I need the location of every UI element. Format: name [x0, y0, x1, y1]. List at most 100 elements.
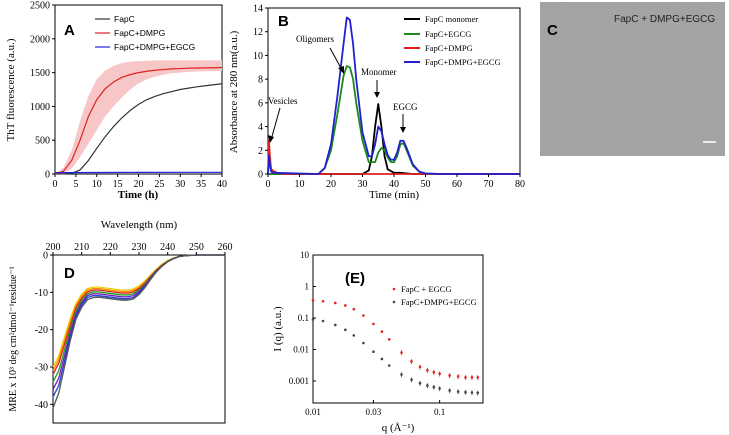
panel-e-point-fapc-egcg	[464, 376, 467, 379]
panel-a-series-fapc	[54, 83, 223, 175]
panel-b-ytick-label-4: 4	[258, 122, 263, 133]
panel-a-series-fapc-dmpg	[54, 66, 223, 175]
panel-a-xlabel: Time (h)	[118, 189, 159, 201]
panel-d-series-c4	[52, 254, 225, 383]
panel-a-xtick-label-30: 30	[175, 179, 185, 190]
panel-b-ytick-label-10: 10	[253, 51, 263, 62]
panel-b-xtick-label-50: 50	[421, 179, 431, 190]
panel-d-xlabel: Wavelength (nm)	[101, 219, 178, 231]
panel-e-point-fapc-egcg	[410, 360, 413, 363]
panel-a-xtick-label-10: 10	[92, 179, 102, 190]
panel-a-letter: A	[64, 22, 75, 39]
panel-b-xtick-label-30: 30	[358, 179, 368, 190]
panel-b-ytick-label-12: 12	[253, 27, 263, 38]
panel-b-xtick-label-20: 20	[326, 179, 336, 190]
panel-e-point-fapc-dmpg-egcg	[438, 387, 441, 390]
panel-a-band-layer	[55, 60, 222, 174]
panel-d-ytick-label--30: -30	[35, 363, 48, 374]
panel-e-point-fapc-egcg	[344, 304, 347, 307]
panel-b-xtick-label-40: 40	[389, 179, 399, 190]
panel-a-legend: FapC FapC+DMPG FapC+DMPG+EGCG	[95, 14, 195, 52]
panel-b-frame	[267, 7, 521, 175]
panel-e: 0.01 0.03 0.1 10 1 0.1 0.01 0.001 (E) FapC + EG…	[272, 250, 484, 434]
annot-monomer: Monomer	[361, 67, 397, 77]
panel-e-point-fapc-dmpg-egcg	[344, 328, 347, 332]
panel-e-point-fapc-egcg	[321, 299, 325, 303]
panel-e-point-fapc-dmpg-egcg	[380, 357, 384, 361]
panel-e-point-fapc-dmpg-egcg	[333, 323, 337, 327]
panel-d-ytick-label-0: 0	[43, 251, 48, 262]
panel-d-ylabel: MRE x 10³ deg cm²dmol⁻¹residue⁻¹	[8, 266, 19, 411]
annot-egcg: EGCG	[393, 102, 418, 112]
panel-e-point-fapc-dmpg-egcg	[311, 318, 315, 321]
legend-e-fapc-dmpg-egcg: FapC+DMPG+EGCG	[401, 297, 477, 307]
panel-b-letter: B	[278, 13, 289, 30]
annot-oligomers: Oligomers	[296, 34, 334, 44]
panel-d-xtick-label-250: 250	[189, 242, 204, 253]
panel-b-series-layer	[267, 16, 520, 175]
panel-d: 200 210 220 230 240 250 260 0 -10 -20 -30 -40 D Wav…	[8, 219, 233, 424]
panel-a-series-layer	[54, 66, 223, 175]
panel-a-ytick-label-1500: 1500	[30, 68, 50, 79]
panel-a-ytick-label-1000: 1000	[30, 102, 50, 113]
panel-e-point-fapc-egcg	[333, 301, 337, 305]
panel-e-point-fapc-egcg	[426, 368, 429, 372]
panel-e-point-fapc-egcg	[372, 322, 375, 326]
panel-d-frame	[52, 254, 226, 424]
panel-d-xtick-label-230: 230	[132, 242, 147, 253]
panel-b-series-fapc-egcg	[268, 65, 520, 175]
panel-c: C FapC + DMPG+EGCG	[540, 2, 725, 156]
panel-b-xtick-label-70: 70	[484, 179, 494, 190]
panel-e-point-fapc-dmpg-egcg	[426, 384, 429, 387]
panel-a-xtick-label-40: 40	[217, 179, 227, 190]
panel-b-tick-layer: 0 10 20 30 40 50 60 70 80 0 2 4 6 8 10 12 14	[253, 4, 525, 191]
panel-e-ytick-label-1: 1	[305, 281, 310, 291]
panel-e-point-fapc-egcg	[438, 372, 441, 376]
panel-e-point-fapc-egcg	[380, 330, 384, 333]
panel-e-point-fapc-egcg	[456, 375, 460, 378]
panel-e-ytick-label-0-01: 0.01	[293, 344, 309, 354]
legend-b-fapc-egcg: FapC+EGCG	[425, 29, 471, 39]
panel-e-point-fapc-dmpg-egcg	[372, 350, 375, 354]
panel-d-letter: D	[64, 265, 75, 282]
panel-b-ytick-label-2: 2	[258, 146, 263, 157]
panel-e-series-fapc-egcg	[311, 299, 480, 381]
panel-b-xlabel: Time (min)	[369, 189, 419, 201]
panel-e-point-fapc-egcg	[476, 376, 480, 379]
panel-e-point-fapc-dmpg-egcg	[470, 391, 474, 394]
legend-e-fapc-egcg: FapC + EGCG	[401, 284, 452, 294]
legend-b-fapc-dmpg-egcg: FapC+DMPG+EGCG	[425, 57, 501, 67]
panel-e-point-fapc-dmpg-egcg	[362, 341, 365, 345]
panel-b-ytick-label-8: 8	[258, 75, 263, 86]
panel-e-point-fapc-egcg	[470, 376, 474, 379]
panel-b-xtick-label-0: 0	[266, 179, 271, 190]
panel-a-ytick-label-2000: 2000	[30, 34, 50, 45]
panel-e-point-fapc-dmpg-egcg	[321, 319, 325, 323]
panel-e-ylabel: I (q) (a.u.)	[272, 306, 284, 352]
panel-e-xlabel: q (Å⁻¹)	[382, 422, 415, 434]
panel-e-point-fapc-dmpg-egcg	[418, 381, 422, 385]
annot-vesicles: Vesicles	[268, 96, 298, 106]
legend-b-fapc-dmpg: FapC+DMPG	[425, 43, 473, 53]
panel-e-point-fapc-dmpg-egcg	[456, 390, 460, 393]
panel-d-tick-layer: 200 210 220 230 240 250 260 0 -10 -20 -30 -40	[35, 242, 233, 411]
panel-e-point-fapc-dmpg-egcg	[464, 390, 467, 394]
panel-d-series-c5	[52, 254, 225, 390]
panel-e-frame	[312, 254, 484, 404]
panel-e-point-fapc-dmpg-egcg	[400, 373, 403, 376]
panel-a-xtick-label-20: 20	[134, 179, 144, 190]
panel-e-point-fapc-egcg	[400, 351, 403, 354]
panel-e-point-fapc-dmpg-egcg	[432, 385, 436, 389]
panel-b: 0 10 20 30 40 50 60 70 80 0 2 4 6 8 10 12 14 B FapC mono…	[228, 4, 525, 202]
panel-e-point-fapc-egcg	[362, 314, 365, 317]
panel-b-xtick-label-10: 10	[295, 179, 305, 190]
panel-a-xtick-label-25: 25	[154, 179, 164, 190]
panel-e-point-fapc-egcg	[418, 365, 422, 369]
panel-e-xtick-label-0-03: 0.03	[366, 407, 382, 417]
panel-d-ytick-label--40: -40	[35, 400, 48, 411]
panel-e-point-fapc-dmpg-egcg	[352, 334, 356, 337]
panel-e-xtick-label-0-1: 0.1	[434, 407, 445, 417]
panel-a: 0 5 10 15 20 25 30 35 40 0 500 1000 1500 2000 2500 A F…	[5, 1, 227, 202]
legend-a-fapc-dmpg-egcg: FapC+DMPG+EGCG	[114, 42, 195, 52]
panel-a-ytick-label-500: 500	[35, 136, 50, 147]
